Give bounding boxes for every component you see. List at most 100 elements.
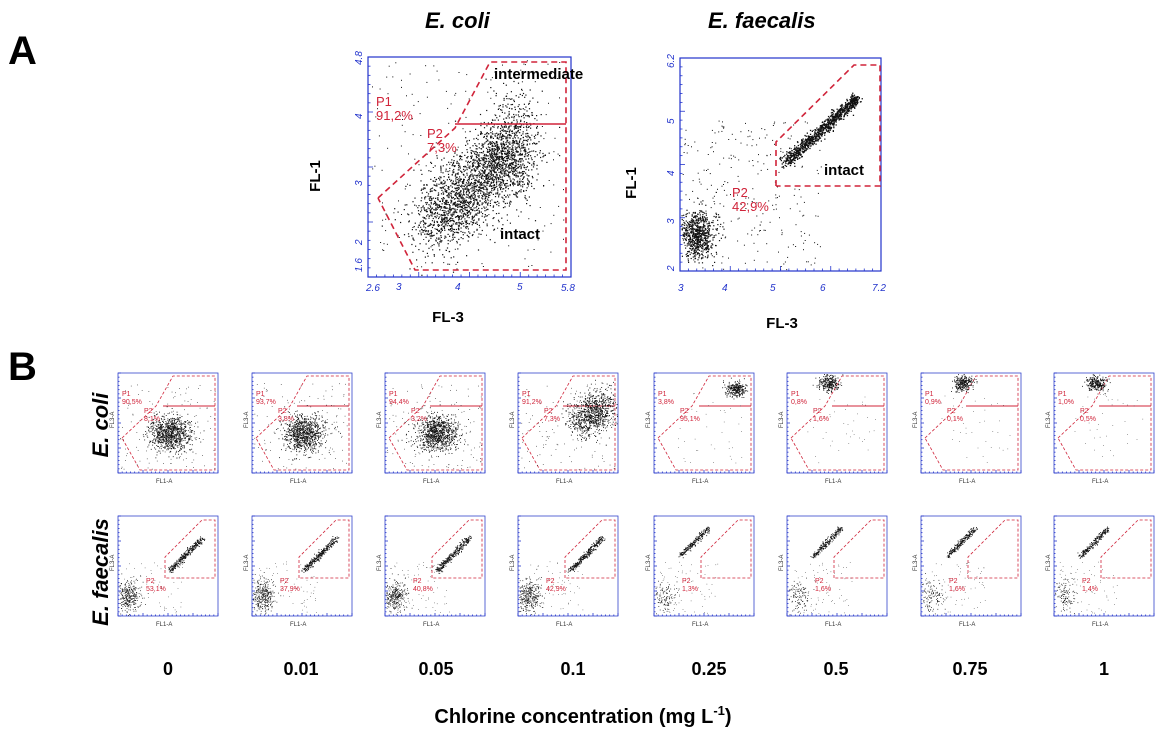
- scatter-dot: [485, 199, 487, 202]
- scatter-dot: [802, 215, 804, 217]
- scatter-dot: [457, 169, 459, 171]
- scatter-dot: [716, 228, 718, 230]
- scatter-dot: [701, 229, 703, 231]
- scatter-dot: [703, 234, 705, 236]
- scatter-dot: [484, 196, 487, 198]
- scatter-dot: [401, 214, 402, 215]
- scatter-dot: [488, 196, 490, 198]
- scatter-dot: [529, 162, 531, 164]
- scatter-dot: [487, 91, 489, 93]
- scatter-dot: [450, 201, 453, 203]
- scatter-dot: [513, 158, 515, 160]
- scatter-dot: [695, 230, 697, 232]
- scatter-dot: [451, 226, 453, 228]
- scatter-dot: [477, 164, 479, 166]
- scatter-dot: [469, 176, 471, 178]
- scatter-dot: [486, 135, 488, 137]
- scatter-dot: [411, 212, 413, 214]
- scatter-dot: [779, 217, 780, 219]
- scatter-dot: [526, 132, 528, 134]
- scatter-dot: [517, 131, 519, 133]
- ecoli-ytick-1: 2: [354, 239, 365, 246]
- scatter-dot: [837, 112, 839, 114]
- scatter-dot: [831, 109, 833, 111]
- scatter-dot: [500, 144, 503, 146]
- row-label-efaecalis: E. faecalis: [88, 518, 113, 626]
- scatter-dot: [715, 234, 717, 236]
- scatter-dot: [458, 228, 460, 230]
- scatter-dot: [804, 240, 806, 241]
- scatter-dot: [821, 126, 823, 128]
- scatter-dot: [437, 223, 439, 226]
- scatter-dot: [475, 189, 478, 191]
- scatter-dot: [702, 220, 704, 222]
- scatter-dot: [747, 203, 749, 205]
- scatter-dot: [506, 136, 508, 138]
- scatter-dot: [509, 147, 511, 149]
- scatter-dot: [179, 449, 181, 451]
- scatter-dot: [481, 184, 483, 187]
- scatter-dot: [531, 265, 533, 266]
- scatter-dot: [477, 165, 479, 167]
- scatter-dot: [452, 271, 455, 273]
- scatter-dot: [522, 147, 524, 149]
- scatter-dot: [455, 231, 457, 233]
- scatter-dot: [800, 235, 802, 237]
- scatter-dot: [408, 235, 410, 238]
- scatter-dot: [483, 121, 485, 124]
- ecoli-ytick-4: 4.8: [354, 51, 365, 65]
- scatter-dot: [467, 228, 469, 230]
- scatter-dot: [474, 151, 476, 153]
- scatter-dot: [481, 204, 483, 206]
- scatter-dot: [435, 208, 437, 210]
- scatter-dot: [526, 174, 528, 176]
- scatter-dot: [516, 147, 518, 149]
- scatter-dot: [700, 221, 702, 223]
- scatter-dot: [846, 112, 848, 114]
- scatter-dot: [831, 115, 834, 118]
- scatter-dot: [491, 187, 494, 189]
- scatter-dot: [513, 128, 515, 130]
- scatter-dot: [502, 158, 504, 160]
- scatter-dot: [435, 240, 437, 242]
- scatter-dot: [696, 215, 698, 217]
- scatter-dot: [704, 240, 706, 242]
- scatter-dot: [491, 147, 493, 150]
- scatter-dot: [473, 158, 475, 160]
- scatter-dot: [168, 422, 170, 424]
- scatter-dot: [480, 173, 482, 175]
- scatter-dot: [520, 166, 522, 168]
- scatter-dot: [508, 155, 510, 157]
- scatter-dot: [409, 184, 411, 186]
- scatter-dot: [459, 209, 461, 211]
- scatter-dot: [431, 215, 433, 217]
- scatter-dot: [435, 142, 437, 144]
- scatter-dot: [836, 115, 838, 117]
- scatter-dot: [693, 233, 695, 235]
- scatter-dot: [707, 254, 709, 256]
- scatter-dot: [477, 192, 479, 194]
- scatter-dot: [492, 165, 494, 167]
- scatter-dot: [789, 154, 791, 157]
- scatter-dot: [689, 241, 691, 243]
- scatter-dot: [694, 234, 697, 237]
- scatter-dot: [505, 125, 507, 127]
- scatter-dot: [457, 232, 460, 234]
- scatter-dot: [447, 214, 449, 216]
- scatter-dot: [850, 110, 852, 112]
- scatter-dot: [495, 186, 497, 188]
- scatter-dot: [714, 261, 716, 263]
- scatter-dot: [815, 215, 817, 217]
- scatter-dot: [557, 153, 559, 155]
- scatter-dot: [752, 160, 754, 161]
- scatter-dot: [464, 220, 466, 222]
- scatter-dot: [486, 189, 488, 191]
- scatter-dot: [702, 244, 704, 246]
- scatter-dot: [469, 183, 471, 185]
- scatter-dot: [843, 107, 845, 109]
- scatter-dot: [508, 150, 510, 152]
- scatter-dot: [436, 157, 438, 159]
- scatter-dot: [502, 137, 504, 140]
- scatter-dot: [706, 237, 708, 239]
- scatter-dot: [518, 146, 521, 148]
